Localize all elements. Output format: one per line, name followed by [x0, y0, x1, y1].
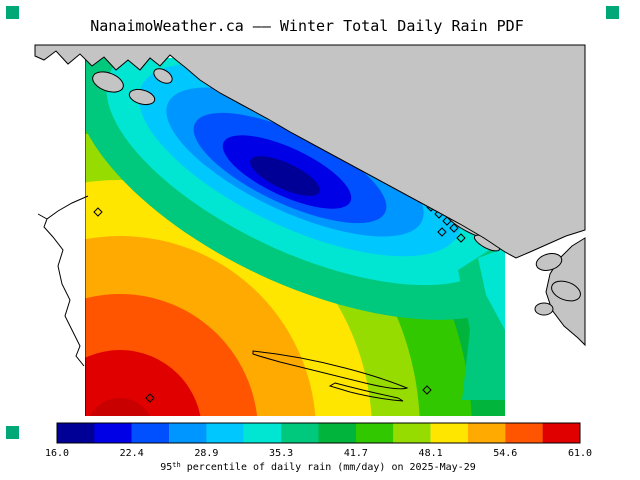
contour-band	[85, 294, 258, 416]
islands-strait	[534, 253, 581, 316]
colorbar-segment	[131, 423, 170, 443]
corner-marker	[6, 6, 19, 19]
contour-band	[85, 236, 316, 416]
colorbar-border	[56, 422, 581, 444]
colorbar-ticks: 16.0 22.4 28.9 35.3 41.7 48.1 54.6 61.0	[45, 448, 592, 459]
colorbar-segment	[57, 423, 95, 443]
colorbar-segment	[355, 423, 394, 443]
corner-marker	[6, 426, 19, 439]
station-diamond	[437, 227, 447, 237]
station-diamond	[442, 216, 452, 226]
corner-marker	[606, 6, 619, 19]
colorbar-caption: 95th percentile of daily rain (mm/day) o…	[160, 461, 476, 473]
island	[128, 88, 156, 106]
colorbar-tick-label: 16.0	[45, 448, 69, 459]
colorbar: 16.0 22.4 28.9 35.3 41.7 48.1 54.6 61.0 …	[45, 422, 592, 473]
colorbar-segment	[505, 423, 543, 443]
contour-band	[478, 248, 505, 330]
colorbar-segment	[430, 423, 469, 443]
station-diamond	[93, 207, 103, 217]
coastline-west	[37, 195, 89, 367]
island	[551, 280, 581, 302]
colorbar-segment	[281, 423, 319, 443]
colorbar-tick-label: 54.6	[493, 448, 517, 459]
station-diamond	[456, 233, 466, 243]
station-diamond	[145, 393, 155, 403]
colorbar-tick-label: 41.7	[344, 448, 368, 459]
island-outline	[328, 382, 404, 402]
colorbar-segment	[169, 423, 207, 443]
colorbar-tick-label: 35.3	[269, 448, 293, 459]
caption-rest: percentile of daily rain (mm/day) on 202…	[181, 462, 476, 473]
island	[153, 68, 173, 84]
colorbar-segment	[206, 423, 244, 443]
contour-band	[85, 350, 202, 416]
colorbar-segment	[318, 423, 356, 443]
colorbar-segment	[542, 423, 580, 443]
colorbar-segment	[94, 423, 132, 443]
colorbar-segment	[393, 423, 431, 443]
island	[535, 253, 563, 271]
station-diamond	[449, 223, 459, 233]
contour-band-min-center	[250, 156, 320, 196]
colorbar-segment	[467, 423, 506, 443]
island	[534, 302, 554, 316]
page-title: NanaimoWeather.ca –– Winter Total Daily …	[90, 17, 523, 35]
caption-superscript: th	[172, 461, 180, 469]
colorbar-segment	[243, 423, 282, 443]
colorbar-tick-label: 48.1	[419, 448, 443, 459]
colorbar-tick-label: 61.0	[568, 448, 592, 459]
island	[92, 71, 124, 93]
caption-prefix: 95	[160, 462, 172, 473]
islands-topleft	[92, 68, 173, 106]
coastline	[43, 195, 89, 367]
colorbar-tick-label: 22.4	[120, 448, 144, 459]
coastline	[37, 213, 48, 220]
colorbar-tick-label: 28.9	[194, 448, 218, 459]
station-diamond	[422, 385, 432, 395]
mainland	[34, 44, 586, 259]
contour-field	[85, 58, 505, 416]
contour-band-max-center	[86, 398, 154, 416]
island-chain-outline	[252, 350, 409, 402]
island-outline	[252, 350, 409, 390]
